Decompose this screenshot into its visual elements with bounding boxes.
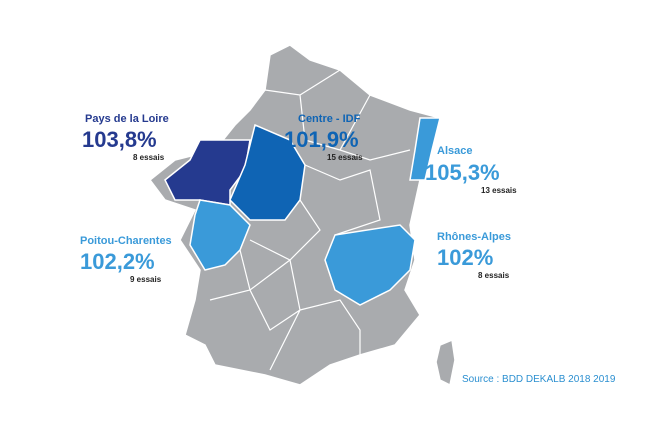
region-name: Alsace [437,145,472,157]
region-borders [209,69,411,371]
region-trials: 13 essais [481,186,517,195]
region-value: 105,3% [425,160,500,185]
region-shape [409,117,441,181]
region-value: 103,8% [82,127,157,152]
france [148,44,441,386]
region-trials: 15 essais [327,153,363,162]
region-value: 102% [437,245,493,270]
region-name: Centre - IDF [298,113,361,125]
region-name: Poitou-Charentes [80,235,172,247]
region-trials: 9 essais [130,275,162,284]
region-shape [229,123,306,221]
region-shape [189,199,251,271]
region-shape [324,224,416,306]
region-trials: 8 essais [133,153,165,162]
source-note: Source : BDD DEKALB 2018 2019 [462,374,616,385]
region-trials: 8 essais [478,271,510,280]
region-name: Pays de la Loire [85,113,169,125]
region-name: Rhônes-Alpes [437,231,511,243]
region-value: 101,9% [284,127,359,152]
region-value: 102,2% [80,249,155,274]
corsica [435,338,456,387]
